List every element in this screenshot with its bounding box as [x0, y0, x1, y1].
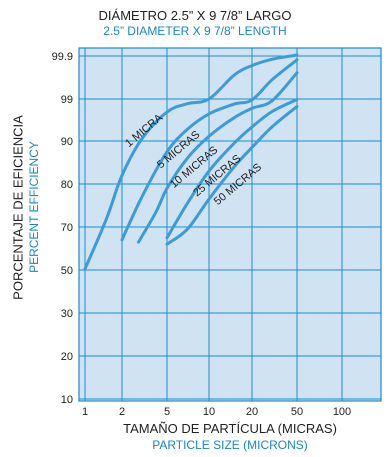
y-tick-label: 90: [61, 136, 73, 148]
curve-1: [83, 53, 299, 271]
y-tick-label: 99.9: [52, 51, 73, 63]
x-tick-label: 100: [333, 406, 351, 418]
plot-background: [79, 48, 381, 401]
x-tick-label: 1: [82, 406, 88, 418]
y-axis-label-en: PERCENT EFFICIENCY: [27, 141, 41, 273]
x-tick-label: 5: [164, 406, 170, 418]
tick-labels: 1 2 5 10 20 50 100 10 20 30 50 70 80 90 99 99.9: [52, 51, 352, 418]
x-tick-label: 10: [203, 406, 215, 418]
curve-5: [165, 105, 299, 246]
grid: [79, 48, 381, 401]
x-axis-label: TAMAÑO DE PARTÍCULA (MICRAS): [123, 421, 337, 436]
y-axis-label: PORCENTAJE DE EFICIENCIA: [10, 115, 26, 300]
plot-frame: [78, 47, 382, 402]
y-tick-label: 20: [61, 351, 73, 363]
y-tick-label: 10: [61, 394, 73, 406]
curve-2: [120, 58, 299, 242]
x-axis-label-en: PARTICLE SIZE (MICRONS): [152, 438, 308, 452]
y-tick-label: 99: [61, 94, 73, 106]
y-tick-label: 70: [61, 222, 73, 234]
x-tick-label: 50: [291, 406, 303, 418]
chart-subtitle: 2.5” DIAMETER X 9 7/8” LENGTH: [103, 24, 287, 38]
y-tick-label: 80: [61, 179, 73, 191]
curve-4: [165, 98, 299, 240]
y-tick-label: 30: [61, 308, 73, 320]
x-tick-label: 2: [119, 406, 125, 418]
chart-title: DIÁMETRO 2.5” X 9 7/8” LARGO: [98, 8, 292, 23]
y-tick-label: 50: [61, 265, 73, 277]
curve-3: [137, 71, 299, 244]
x-tick-label: 20: [246, 406, 258, 418]
curves: [83, 53, 299, 271]
